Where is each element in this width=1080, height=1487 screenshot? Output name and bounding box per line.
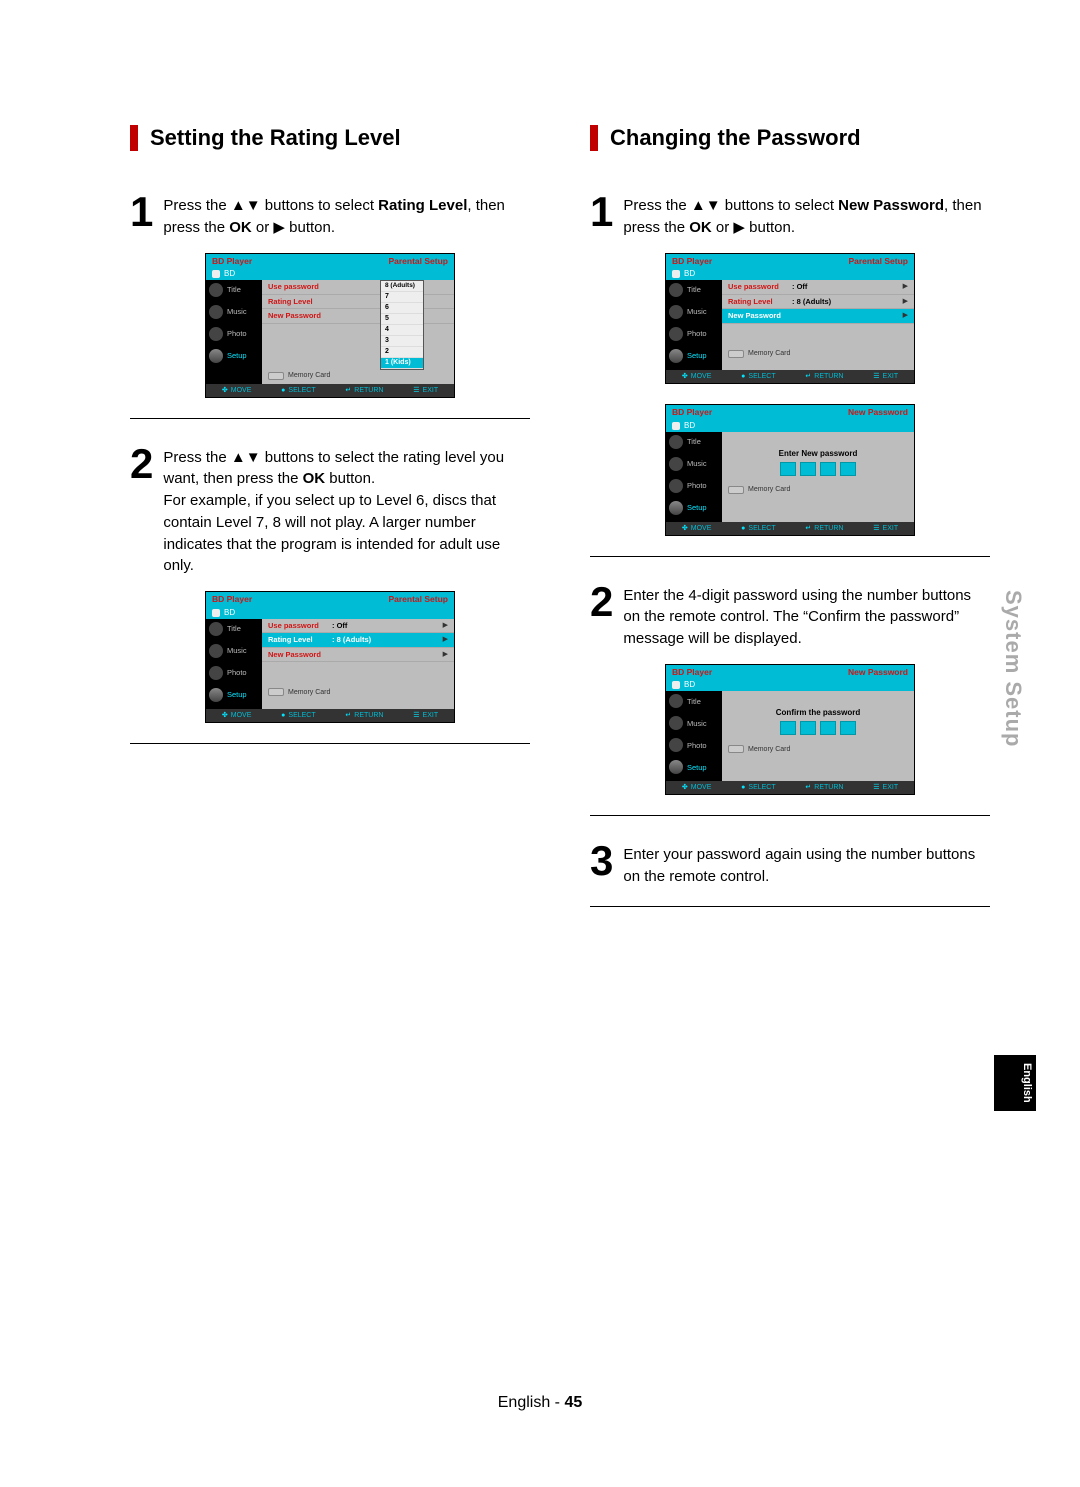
step-text: Press the ▲▼ buttons to select New Passw… bbox=[623, 191, 990, 239]
screenshot-confirm-password: BD PlayerNew Password BD Title Music Pho… bbox=[590, 664, 990, 796]
section-side-tab: System Setup bbox=[1000, 590, 1026, 748]
right-step-3: 3 Enter your password again using the nu… bbox=[590, 840, 990, 888]
password-input-boxes bbox=[732, 462, 904, 476]
heading-accent-bar bbox=[130, 125, 138, 151]
screenshot-rating-highlight: BD PlayerParental Setup BD Title Music P… bbox=[130, 591, 530, 723]
divider bbox=[590, 556, 990, 557]
section-heading-rating: Setting the Rating Level bbox=[130, 125, 530, 151]
right-column: Changing the Password 1 Press the ▲▼ but… bbox=[590, 125, 990, 931]
step-text: Press the ▲▼ buttons to select Rating Le… bbox=[163, 191, 530, 239]
step-text: Enter your password again using the numb… bbox=[623, 840, 990, 888]
rating-dropdown: 8 (Adults) 7 6 5 4 3 2 1 (Kids) bbox=[380, 280, 424, 370]
divider bbox=[590, 906, 990, 907]
divider bbox=[130, 743, 530, 744]
confirm-password-label: Confirm the password bbox=[732, 709, 904, 717]
heading-text: Setting the Rating Level bbox=[150, 125, 401, 151]
heading-text: Changing the Password bbox=[610, 125, 861, 151]
step-number: 1 bbox=[590, 191, 613, 233]
divider bbox=[590, 815, 990, 816]
left-column: Setting the Rating Level 1 Press the ▲▼ … bbox=[130, 125, 530, 931]
screenshot-enter-password: BD PlayerNew Password BD Title Music Pho… bbox=[590, 404, 990, 536]
page-footer: English - 45 bbox=[0, 1394, 1080, 1412]
step-number: 2 bbox=[590, 581, 613, 623]
step-number: 1 bbox=[130, 191, 153, 233]
step-text: Press the ▲▼ buttons to select the ratin… bbox=[163, 443, 530, 578]
right-step-2: 2 Enter the 4-digit password using the n… bbox=[590, 581, 990, 650]
language-tab-english[interactable]: English bbox=[994, 1055, 1036, 1111]
step-number: 2 bbox=[130, 443, 153, 485]
password-input-boxes bbox=[732, 721, 904, 735]
heading-accent-bar bbox=[590, 125, 598, 151]
manual-page: Setting the Rating Level 1 Press the ▲▼ … bbox=[0, 0, 1080, 1487]
section-heading-password: Changing the Password bbox=[590, 125, 990, 151]
left-step-2: 2 Press the ▲▼ buttons to select the rat… bbox=[130, 443, 530, 578]
enter-password-label: Enter New password bbox=[732, 450, 904, 458]
screenshot-rating-dropdown: BD PlayerParental Setup BD Title Music P… bbox=[130, 253, 530, 398]
left-step-1: 1 Press the ▲▼ buttons to select Rating … bbox=[130, 191, 530, 239]
step-text: Enter the 4-digit password using the num… bbox=[623, 581, 990, 650]
two-column-layout: Setting the Rating Level 1 Press the ▲▼ … bbox=[130, 125, 990, 931]
language-tabs: English bbox=[994, 1055, 1036, 1111]
step-number: 3 bbox=[590, 840, 613, 882]
right-step-1: 1 Press the ▲▼ buttons to select New Pas… bbox=[590, 191, 990, 239]
screenshot-new-password-menu: BD PlayerParental Setup BD Title Music P… bbox=[590, 253, 990, 385]
divider bbox=[130, 418, 530, 419]
